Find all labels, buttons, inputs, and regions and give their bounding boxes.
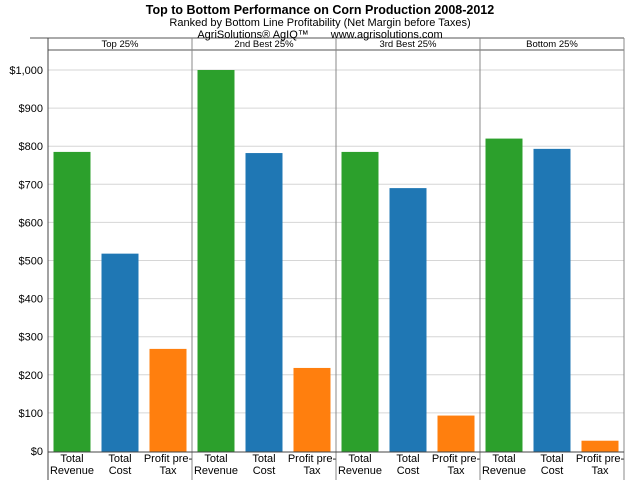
panel-header: 2nd Best 25% — [234, 39, 294, 50]
x-tick-label: Cost — [541, 465, 564, 477]
x-tick-label: Total — [252, 453, 275, 465]
x-tick-label: Cost — [109, 465, 132, 477]
y-tick-label: $900 — [19, 103, 43, 115]
bar — [101, 253, 139, 452]
x-tick-label: Revenue — [50, 465, 94, 477]
panel-header: Top 25% — [102, 39, 140, 50]
x-tick-label: Revenue — [194, 465, 238, 477]
x-tick-label: Total — [492, 453, 515, 465]
x-tick-label: Total — [108, 453, 131, 465]
bar — [533, 148, 571, 452]
bar — [149, 348, 187, 452]
x-tick-label: Profit pre- — [576, 453, 625, 465]
x-tick-label: Profit pre- — [144, 453, 193, 465]
chart-header: Top to Bottom Performance on Corn Produc… — [0, 0, 640, 41]
website-text: www.agrisolutions.com — [330, 29, 443, 41]
x-tick-label: Total — [204, 453, 227, 465]
x-tick-label: Tax — [303, 465, 321, 477]
x-tick-label: Revenue — [338, 465, 382, 477]
y-tick-label: $200 — [19, 370, 43, 382]
bar — [245, 153, 283, 453]
chart-subtitle: Ranked by Bottom Line Profitability (Net… — [169, 17, 471, 29]
panel-header: 3rd Best 25% — [379, 39, 437, 50]
panel-header: Bottom 25% — [526, 39, 578, 50]
x-tick-label: Profit pre- — [432, 453, 481, 465]
y-tick-label: $800 — [19, 141, 43, 153]
x-tick-label: Tax — [159, 465, 177, 477]
bar — [437, 415, 475, 452]
x-tick-label: Cost — [397, 465, 420, 477]
bar — [197, 70, 235, 452]
labels-layer: $0 $100 $200 $300 $400 $500 $600 $700 $800 $900 $1… — [9, 39, 624, 477]
y-tick-label: $300 — [19, 332, 43, 344]
bar — [341, 151, 379, 453]
bar — [581, 440, 619, 452]
y-tick-label: $1,000 — [9, 65, 43, 77]
x-tick-label: Total — [540, 453, 563, 465]
y-tick-label: $500 — [19, 256, 43, 268]
bar — [293, 367, 331, 452]
chart-source: AgriSolutions® AgIQ™ www.agrisolutions.co… — [0, 29, 640, 41]
bar — [485, 138, 523, 452]
bar — [389, 188, 427, 453]
y-tick-label: $100 — [19, 408, 43, 420]
y-tick-label: $400 — [19, 294, 43, 306]
y-tick-label: $700 — [19, 179, 43, 191]
x-tick-label: Revenue — [482, 465, 526, 477]
x-tick-label: Tax — [591, 465, 609, 477]
x-tick-label: Profit pre- — [288, 453, 337, 465]
x-tick-label: Total — [396, 453, 419, 465]
y-tick-label: $600 — [19, 217, 43, 229]
x-tick-label: Tax — [447, 465, 465, 477]
bar — [53, 151, 91, 453]
brand-text: AgriSolutions® AgIQ™ — [197, 29, 309, 41]
x-tick-label: Total — [348, 453, 371, 465]
bars-layer — [53, 70, 619, 453]
x-tick-label: Cost — [253, 465, 276, 477]
chart-title: Top to Bottom Performance on Corn Produc… — [145, 3, 495, 17]
x-tick-label: Total — [60, 453, 83, 465]
y-tick-label: $0 — [31, 446, 43, 458]
frame-layer — [30, 37, 625, 480]
